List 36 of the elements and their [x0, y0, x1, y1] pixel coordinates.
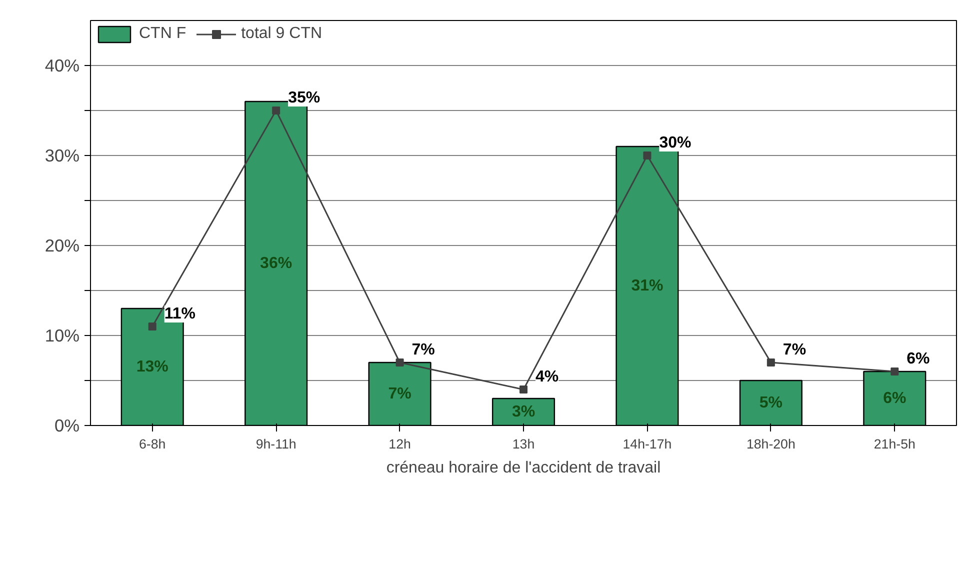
data-label: 36% [260, 255, 292, 272]
data-label: 5% [759, 394, 782, 412]
point [766, 358, 775, 366]
x-axis-title: créneau horaire de l'accident de travail [386, 460, 661, 476]
data-label: 7% [412, 342, 435, 358]
y-tick-label: 20% [44, 236, 80, 256]
data-label: 13% [136, 358, 168, 376]
point [890, 368, 899, 376]
data-label: 3% [512, 404, 536, 420]
point [148, 322, 156, 330]
legend-label: total 9 CTN [241, 25, 322, 43]
x-tick-label: 6-8h [139, 436, 166, 452]
x-tick-label: 14h-17h [622, 436, 672, 452]
y-tick-label: 10% [44, 326, 80, 346]
data-label: 11% [164, 306, 196, 322]
data-label: 35% [288, 90, 320, 106]
y-tick-label: 0% [54, 416, 80, 436]
data-label: 6% [883, 390, 906, 407]
point [520, 386, 528, 394]
point [643, 152, 652, 160]
legend-label: CTN F [139, 25, 186, 43]
data-label: 31% [631, 278, 664, 294]
y-tick-label: 30% [44, 146, 80, 166]
x-tick-label: 13h [512, 436, 535, 452]
x-tick-label: 12h [388, 436, 411, 452]
data-label: 7% [388, 386, 412, 402]
data-label: 30% [659, 134, 692, 152]
y-tick-label: 40% [44, 56, 80, 76]
x-tick-label: 18h-20h [746, 436, 796, 452]
point [272, 106, 280, 114]
x-tick-label: 9h-11h [256, 436, 296, 452]
x-tick-label: 21h-5h [874, 436, 916, 452]
data-label: 6% [906, 350, 930, 368]
data-label: 7% [782, 342, 806, 358]
data-label: 4% [536, 368, 559, 386]
point [396, 358, 404, 366]
